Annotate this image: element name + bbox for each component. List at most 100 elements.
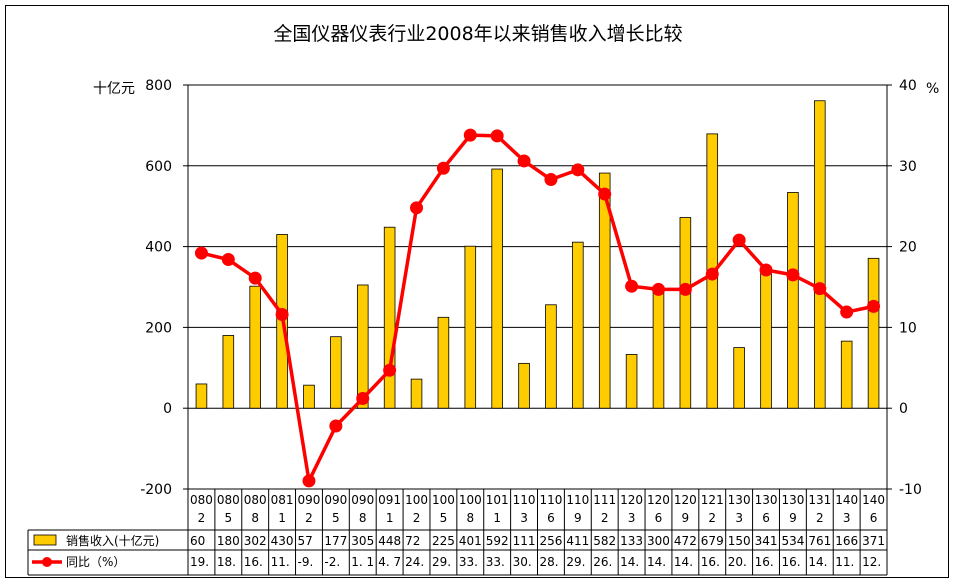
- table-bar-value: 225: [432, 534, 455, 548]
- right-tick-label: 0: [899, 401, 908, 417]
- category-label-bottom: 9: [574, 511, 582, 525]
- category-label-top: 090: [298, 493, 321, 507]
- line-point: [356, 392, 370, 406]
- table-line-value: 1. 1: [351, 555, 374, 569]
- table-bar-value: 472: [674, 534, 697, 548]
- category-label-bottom: 3: [628, 511, 636, 525]
- table-bar-value: 177: [324, 534, 347, 548]
- category-label-bottom: 9: [789, 511, 797, 525]
- category-label-bottom: 8: [359, 511, 367, 525]
- bar: [410, 378, 423, 409]
- line-point: [194, 246, 208, 260]
- table-bar-value: 111: [513, 534, 536, 548]
- bar: [840, 340, 853, 409]
- table-bar-value: 448: [378, 534, 401, 548]
- table-bar-value: 305: [351, 534, 374, 548]
- category-label-top: 110: [513, 493, 536, 507]
- category-label-bottom: 2: [413, 511, 421, 525]
- table-line-value: -9.: [298, 555, 314, 569]
- category-label-top: 101: [486, 493, 509, 507]
- line-point: [625, 279, 639, 293]
- line-point: [813, 282, 827, 296]
- line-point: [436, 161, 450, 175]
- left-tick-label: 0: [163, 401, 172, 417]
- category-label-top: 140: [835, 493, 858, 507]
- table-line-value: 16.: [755, 555, 774, 569]
- category-label-top: 130: [728, 493, 751, 507]
- bar: [625, 354, 638, 409]
- bar: [572, 241, 584, 409]
- category-label-bottom: 5: [225, 511, 233, 525]
- series-line: [201, 133, 874, 483]
- bar: [195, 383, 208, 409]
- table-line-value: 28.: [540, 555, 559, 569]
- bar: [437, 316, 450, 409]
- table-bar-value: 371: [862, 534, 885, 548]
- table-line-value: 14.: [620, 555, 639, 569]
- table-bar-value: 679: [701, 534, 724, 548]
- table-bar-value: 592: [486, 534, 509, 548]
- bar: [598, 172, 611, 409]
- category-label-bottom: 9: [682, 511, 690, 525]
- table-bar-value: 256: [540, 534, 563, 548]
- table-line-value: 24.: [405, 555, 424, 569]
- table-line-value: 11.: [271, 555, 290, 569]
- bar: [222, 335, 235, 409]
- category-label-bottom: 8: [466, 511, 474, 525]
- table-line-value: 33.: [459, 555, 478, 569]
- category-label-bottom: 6: [655, 511, 663, 525]
- bar: [491, 168, 503, 409]
- category-label-bottom: 1: [386, 511, 394, 525]
- table-line-value: 26.: [593, 555, 612, 569]
- line-point: [786, 268, 800, 282]
- bar: [652, 286, 665, 409]
- category-label-bottom: 1: [278, 511, 286, 525]
- table-bar-value: 761: [808, 534, 831, 548]
- category-label-top: 121: [701, 493, 724, 507]
- legend-bar-swatch: [33, 534, 57, 546]
- category-label-bottom: 1: [493, 511, 501, 525]
- category-label-bottom: 2: [601, 511, 609, 525]
- table-line-value: 18.: [217, 555, 236, 569]
- category-label-top: 100: [405, 493, 428, 507]
- category-label-top: 090: [324, 493, 347, 507]
- line-point: [275, 307, 289, 321]
- bar: [383, 226, 396, 409]
- bar: [464, 245, 477, 409]
- line-point: [463, 128, 477, 142]
- category-label-bottom: 8: [251, 511, 259, 525]
- right-tick-label: -10: [899, 482, 922, 498]
- line-point: [544, 173, 558, 187]
- line-point: [490, 129, 504, 143]
- bar: [303, 384, 315, 409]
- category-label-top: 131: [808, 493, 831, 507]
- category-label-top: 090: [351, 493, 374, 507]
- table-line-value: 4. 7: [378, 555, 401, 569]
- category-label-top: 080: [190, 493, 213, 507]
- category-label-bottom: 5: [332, 511, 340, 525]
- bar: [760, 270, 772, 409]
- table-bar-value: 133: [620, 534, 643, 548]
- bar: [867, 257, 880, 409]
- right-axis-label: %: [926, 81, 939, 97]
- right-tick-label: 30: [899, 159, 917, 175]
- line-point: [651, 282, 665, 296]
- table-bar-value: 430: [271, 534, 294, 548]
- category-label-top: 081: [271, 493, 294, 507]
- category-label-top: 080: [244, 493, 267, 507]
- table-bar-value: 166: [835, 534, 858, 548]
- table-line-value: 20.: [728, 555, 747, 569]
- left-tick-label: 200: [145, 320, 172, 336]
- bar: [733, 347, 745, 409]
- category-label-top: 140: [862, 493, 885, 507]
- table-bar-value: 150: [728, 534, 751, 548]
- category-label-bottom: 6: [762, 511, 770, 525]
- category-label-bottom: 5: [440, 511, 448, 525]
- table-line-value: 16.: [701, 555, 720, 569]
- table-line-value: 16.: [244, 555, 263, 569]
- line-point: [410, 201, 424, 215]
- legend-line-label: 同比（%）: [66, 555, 125, 569]
- table-line-value: 14.: [674, 555, 693, 569]
- category-label-top: 111: [593, 493, 616, 507]
